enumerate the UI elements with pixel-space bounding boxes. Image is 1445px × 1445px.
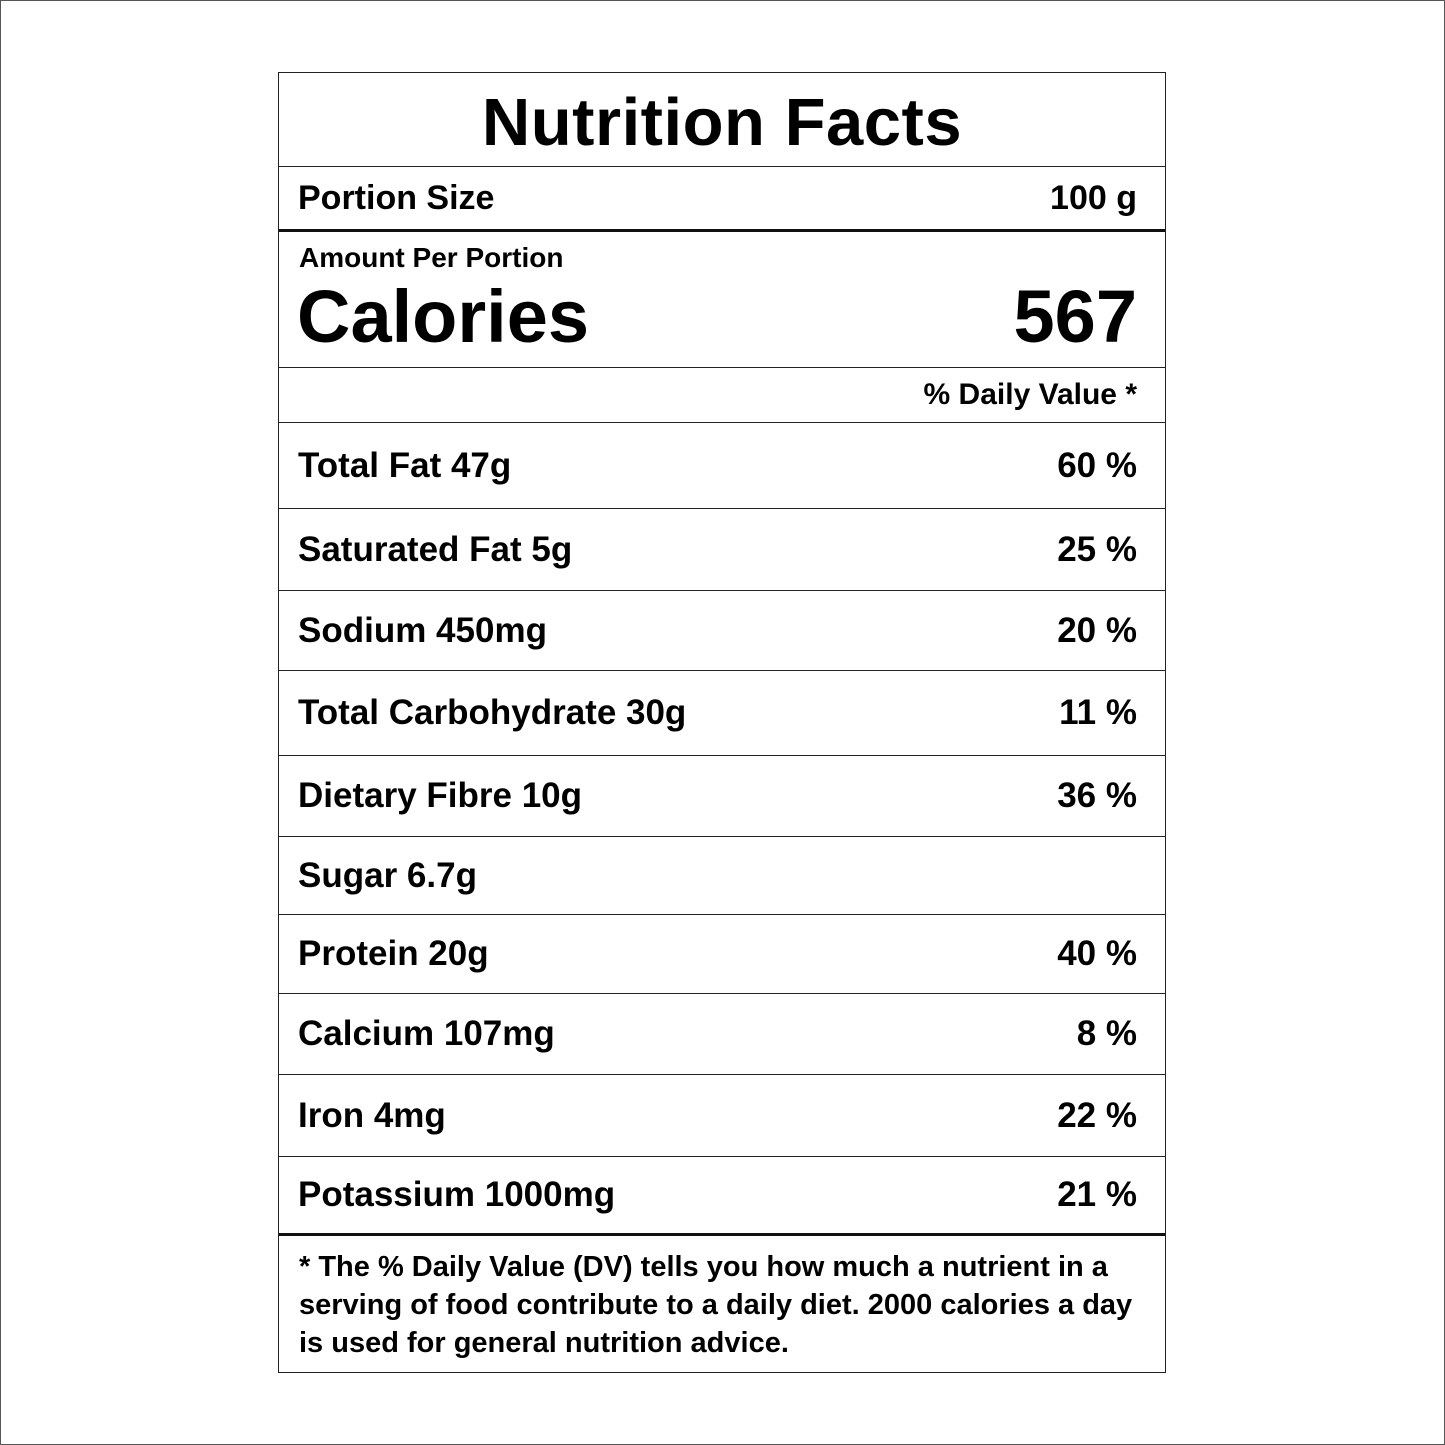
amount-per-portion-label: Amount Per Portion — [299, 242, 564, 273]
nutrient-row: Calcium 107mg 8 % — [279, 993, 1165, 1074]
nutrient-row: Total Fat 47g 60 % — [279, 422, 1165, 508]
nutrient-row: Dietary Fibre 10g 36 % — [279, 755, 1165, 836]
nutrient-daily-value: 20 % — [1057, 610, 1137, 650]
nutrient-row: Iron 4mg 22 % — [279, 1074, 1165, 1156]
calories-row: Amount Per Portion Calories 567 — [279, 229, 1165, 367]
nutrient-row: Sodium 450mg 20 % — [279, 590, 1165, 670]
label-title: Nutrition Facts — [481, 85, 963, 160]
nutrition-facts-label: Nutrition Facts Portion Size 100 g Amoun… — [278, 72, 1166, 1373]
nutrient-label: Total Carbohydrate 30g — [298, 693, 687, 732]
nutrient-daily-value: 40 % — [1057, 934, 1137, 973]
portion-size-row: Portion Size 100 g — [279, 166, 1165, 229]
nutrient-label: Potassium 1000mg — [298, 1175, 616, 1214]
footnote: * The % Daily Value (DV) tells you how m… — [279, 1233, 1165, 1372]
nutrient-label: Calcium 107mg — [298, 1014, 555, 1053]
nutrient-row: Total Carbohydrate 30g 11 % — [279, 670, 1165, 755]
nutrient-row: Protein 20g 40 % — [279, 914, 1165, 993]
nutrient-daily-value: 22 % — [1057, 1095, 1137, 1135]
nutrient-daily-value: 36 % — [1057, 776, 1137, 815]
nutrient-label: Protein 20g — [298, 934, 489, 973]
nutrient-daily-value: 21 % — [1057, 1175, 1137, 1214]
nutrient-row: Sugar 6.7g — [279, 836, 1165, 914]
nutrient-row: Saturated Fat 5g 25 % — [279, 508, 1165, 590]
nutrient-label: Saturated Fat 5g — [298, 529, 573, 569]
nutrient-daily-value: 60 % — [1057, 445, 1137, 485]
calories-value: 567 — [1013, 275, 1137, 358]
portion-size-value: 100 g — [1050, 178, 1137, 217]
nutrient-label: Sugar 6.7g — [298, 855, 477, 895]
nutrient-label: Iron 4mg — [298, 1095, 446, 1135]
calories-label: Calories — [297, 275, 590, 358]
nutrient-daily-value: 11 % — [1059, 693, 1137, 732]
nutrient-label: Total Fat 47g — [298, 445, 512, 485]
nutrient-daily-value: 25 % — [1057, 529, 1137, 569]
nutrient-daily-value: 8 % — [1076, 1014, 1137, 1053]
nutrient-label: Dietary Fibre 10g — [298, 776, 582, 815]
daily-value-header: % Daily Value * — [279, 367, 1165, 422]
nutrient-label: Sodium 450mg — [298, 610, 547, 650]
daily-value-header-text: % Daily Value * — [923, 378, 1137, 411]
portion-size-label: Portion Size — [298, 178, 495, 217]
nutrient-row: Potassium 1000mg 21 % — [279, 1156, 1165, 1233]
